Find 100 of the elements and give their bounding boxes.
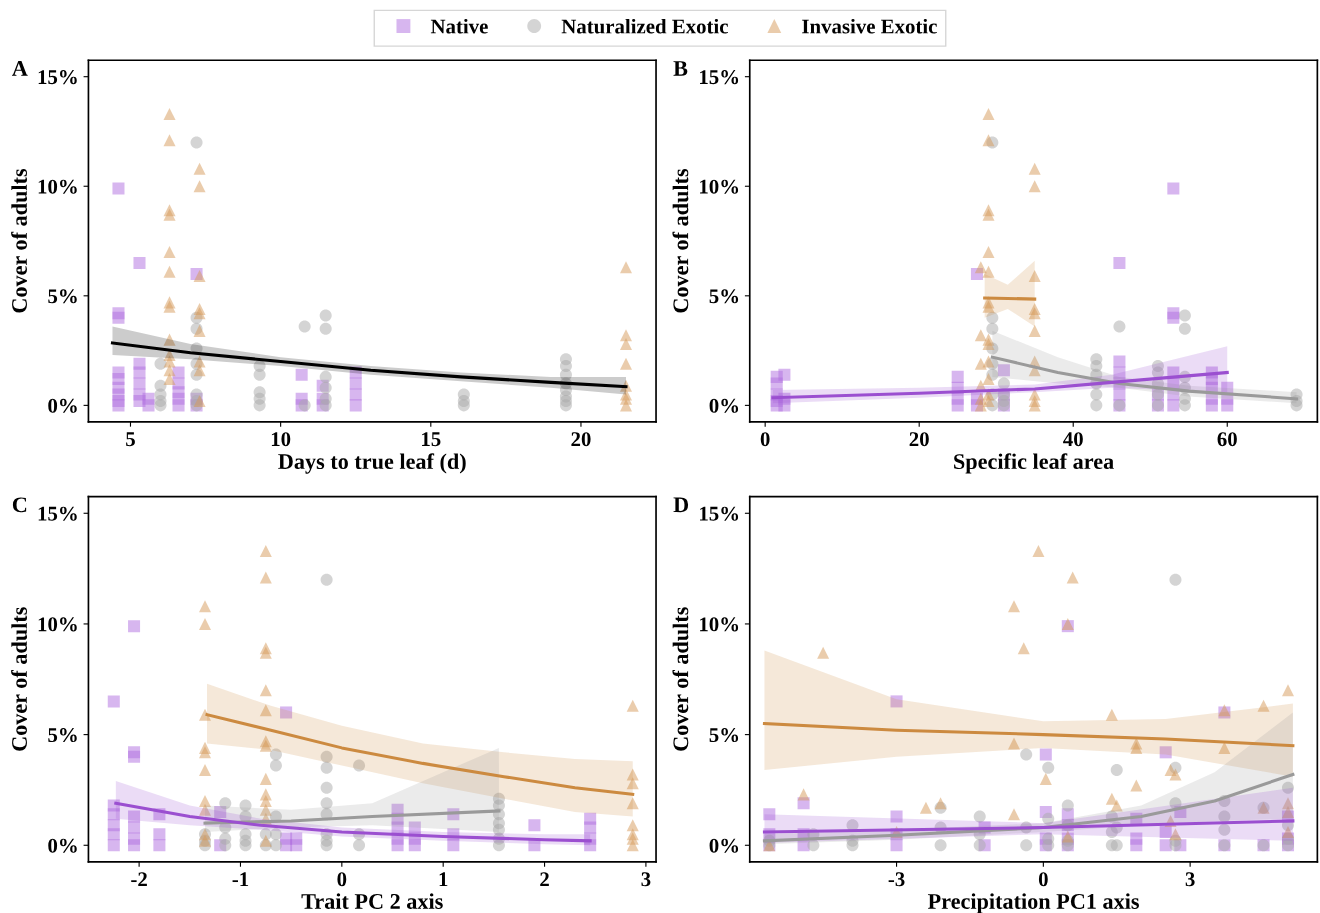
point [982,134,995,147]
point [107,839,120,852]
point [107,828,120,841]
point [1178,322,1191,335]
point [1090,399,1103,412]
point [1039,748,1052,761]
y-tick-label: 0% [709,838,739,853]
point [974,357,987,370]
point [133,366,146,379]
point [982,373,995,386]
point [1178,309,1191,322]
point [163,355,176,368]
point [259,684,272,697]
point [259,794,272,808]
x-tick-label: 0 [337,872,347,887]
y-tick-label: 10% [700,179,739,194]
point [1017,642,1030,655]
point [298,320,311,333]
point [163,373,176,386]
point [1167,182,1180,195]
point [128,839,141,852]
point [290,839,303,852]
point [890,839,903,852]
point [973,839,986,852]
point [219,839,232,852]
x-tick-label: 20 [909,432,929,447]
point [107,695,120,708]
point [1130,779,1143,792]
point [163,364,176,377]
point [391,839,404,852]
point [154,399,167,412]
point [528,819,541,832]
point [974,329,987,342]
point [259,772,272,785]
point [1066,571,1079,584]
x-tick-label: 1 [439,872,448,887]
point [408,839,421,852]
point [320,573,333,586]
x-axis-title: Precipitation PC1 axis [927,893,1139,913]
y-tick-label: 10% [38,617,77,632]
point [817,646,830,659]
chart-title: B [673,61,688,76]
point [253,368,266,381]
point [1113,388,1126,401]
point [193,364,206,377]
point [619,261,633,274]
point [349,399,362,412]
point [1113,320,1126,333]
point [778,368,791,381]
point [320,761,333,774]
point [982,208,995,221]
point [353,839,366,852]
y-axis-title: Cover of adults [672,607,689,751]
legend-label: Naturalized Exotic [561,18,728,34]
point [626,699,639,712]
point [584,821,597,834]
x-tick-label: 20 [571,432,591,447]
point [974,261,987,274]
point [974,399,987,412]
point [193,162,206,175]
legend-label: Invasive Exotic [802,18,937,34]
point [163,208,176,221]
point [1020,839,1033,852]
point [295,368,308,381]
x-axis-title: Specific leaf area [954,453,1114,474]
point [1178,399,1191,412]
point [128,750,141,763]
point [198,600,212,613]
point [619,399,633,412]
x-tick-label: 5 [126,432,135,447]
y-tick-label: 5% [48,727,77,743]
point [1169,839,1182,852]
chart-title: D [673,497,689,513]
x-tick-label: 0 [760,432,770,447]
point [269,839,282,852]
point [1028,180,1041,193]
y-tick-label: 15% [700,506,739,521]
point [198,764,212,777]
point [934,797,947,810]
point [1028,162,1041,175]
point [1061,799,1074,812]
line-series [762,722,1295,748]
y-tick-label: 0% [48,838,77,853]
y-tick-label: 15% [700,70,739,85]
x-tick-label: 2 [540,872,549,887]
y-tick-label: 10% [38,179,77,194]
x-axis-title: Days to true leaf (d) [278,453,466,474]
x-tick-label: 40 [1063,432,1083,447]
point [1020,748,1033,761]
y-tick-label: 5% [709,727,739,743]
point [1281,684,1295,697]
point [1028,399,1041,412]
point [982,107,995,120]
point [190,136,203,149]
point [163,245,176,258]
point [128,821,141,834]
y-tick-label: 5% [709,289,739,304]
point [239,839,252,852]
point [1110,764,1123,777]
x-axis-title: Trait PC 2 axis [301,893,443,909]
